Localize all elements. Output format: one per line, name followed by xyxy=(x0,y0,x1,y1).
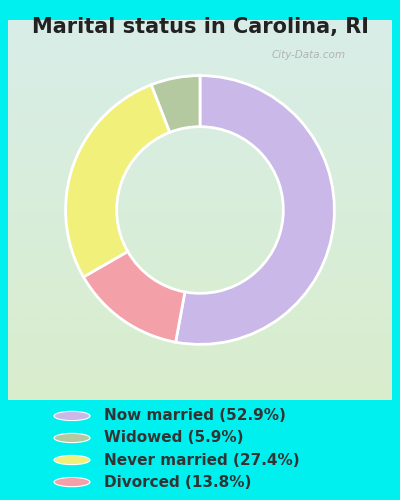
Wedge shape xyxy=(66,84,170,277)
Text: Never married (27.4%): Never married (27.4%) xyxy=(104,452,300,468)
Wedge shape xyxy=(151,76,200,132)
Text: Widowed (5.9%): Widowed (5.9%) xyxy=(104,430,244,446)
Circle shape xyxy=(54,412,90,420)
Text: Now married (52.9%): Now married (52.9%) xyxy=(104,408,286,424)
Circle shape xyxy=(54,478,90,486)
Text: Divorced (13.8%): Divorced (13.8%) xyxy=(104,474,251,490)
Wedge shape xyxy=(84,252,185,342)
Text: City-Data.com: City-Data.com xyxy=(272,50,346,60)
Circle shape xyxy=(54,456,90,464)
Text: Marital status in Carolina, RI: Marital status in Carolina, RI xyxy=(32,16,368,36)
Wedge shape xyxy=(176,76,334,344)
Circle shape xyxy=(54,434,90,442)
